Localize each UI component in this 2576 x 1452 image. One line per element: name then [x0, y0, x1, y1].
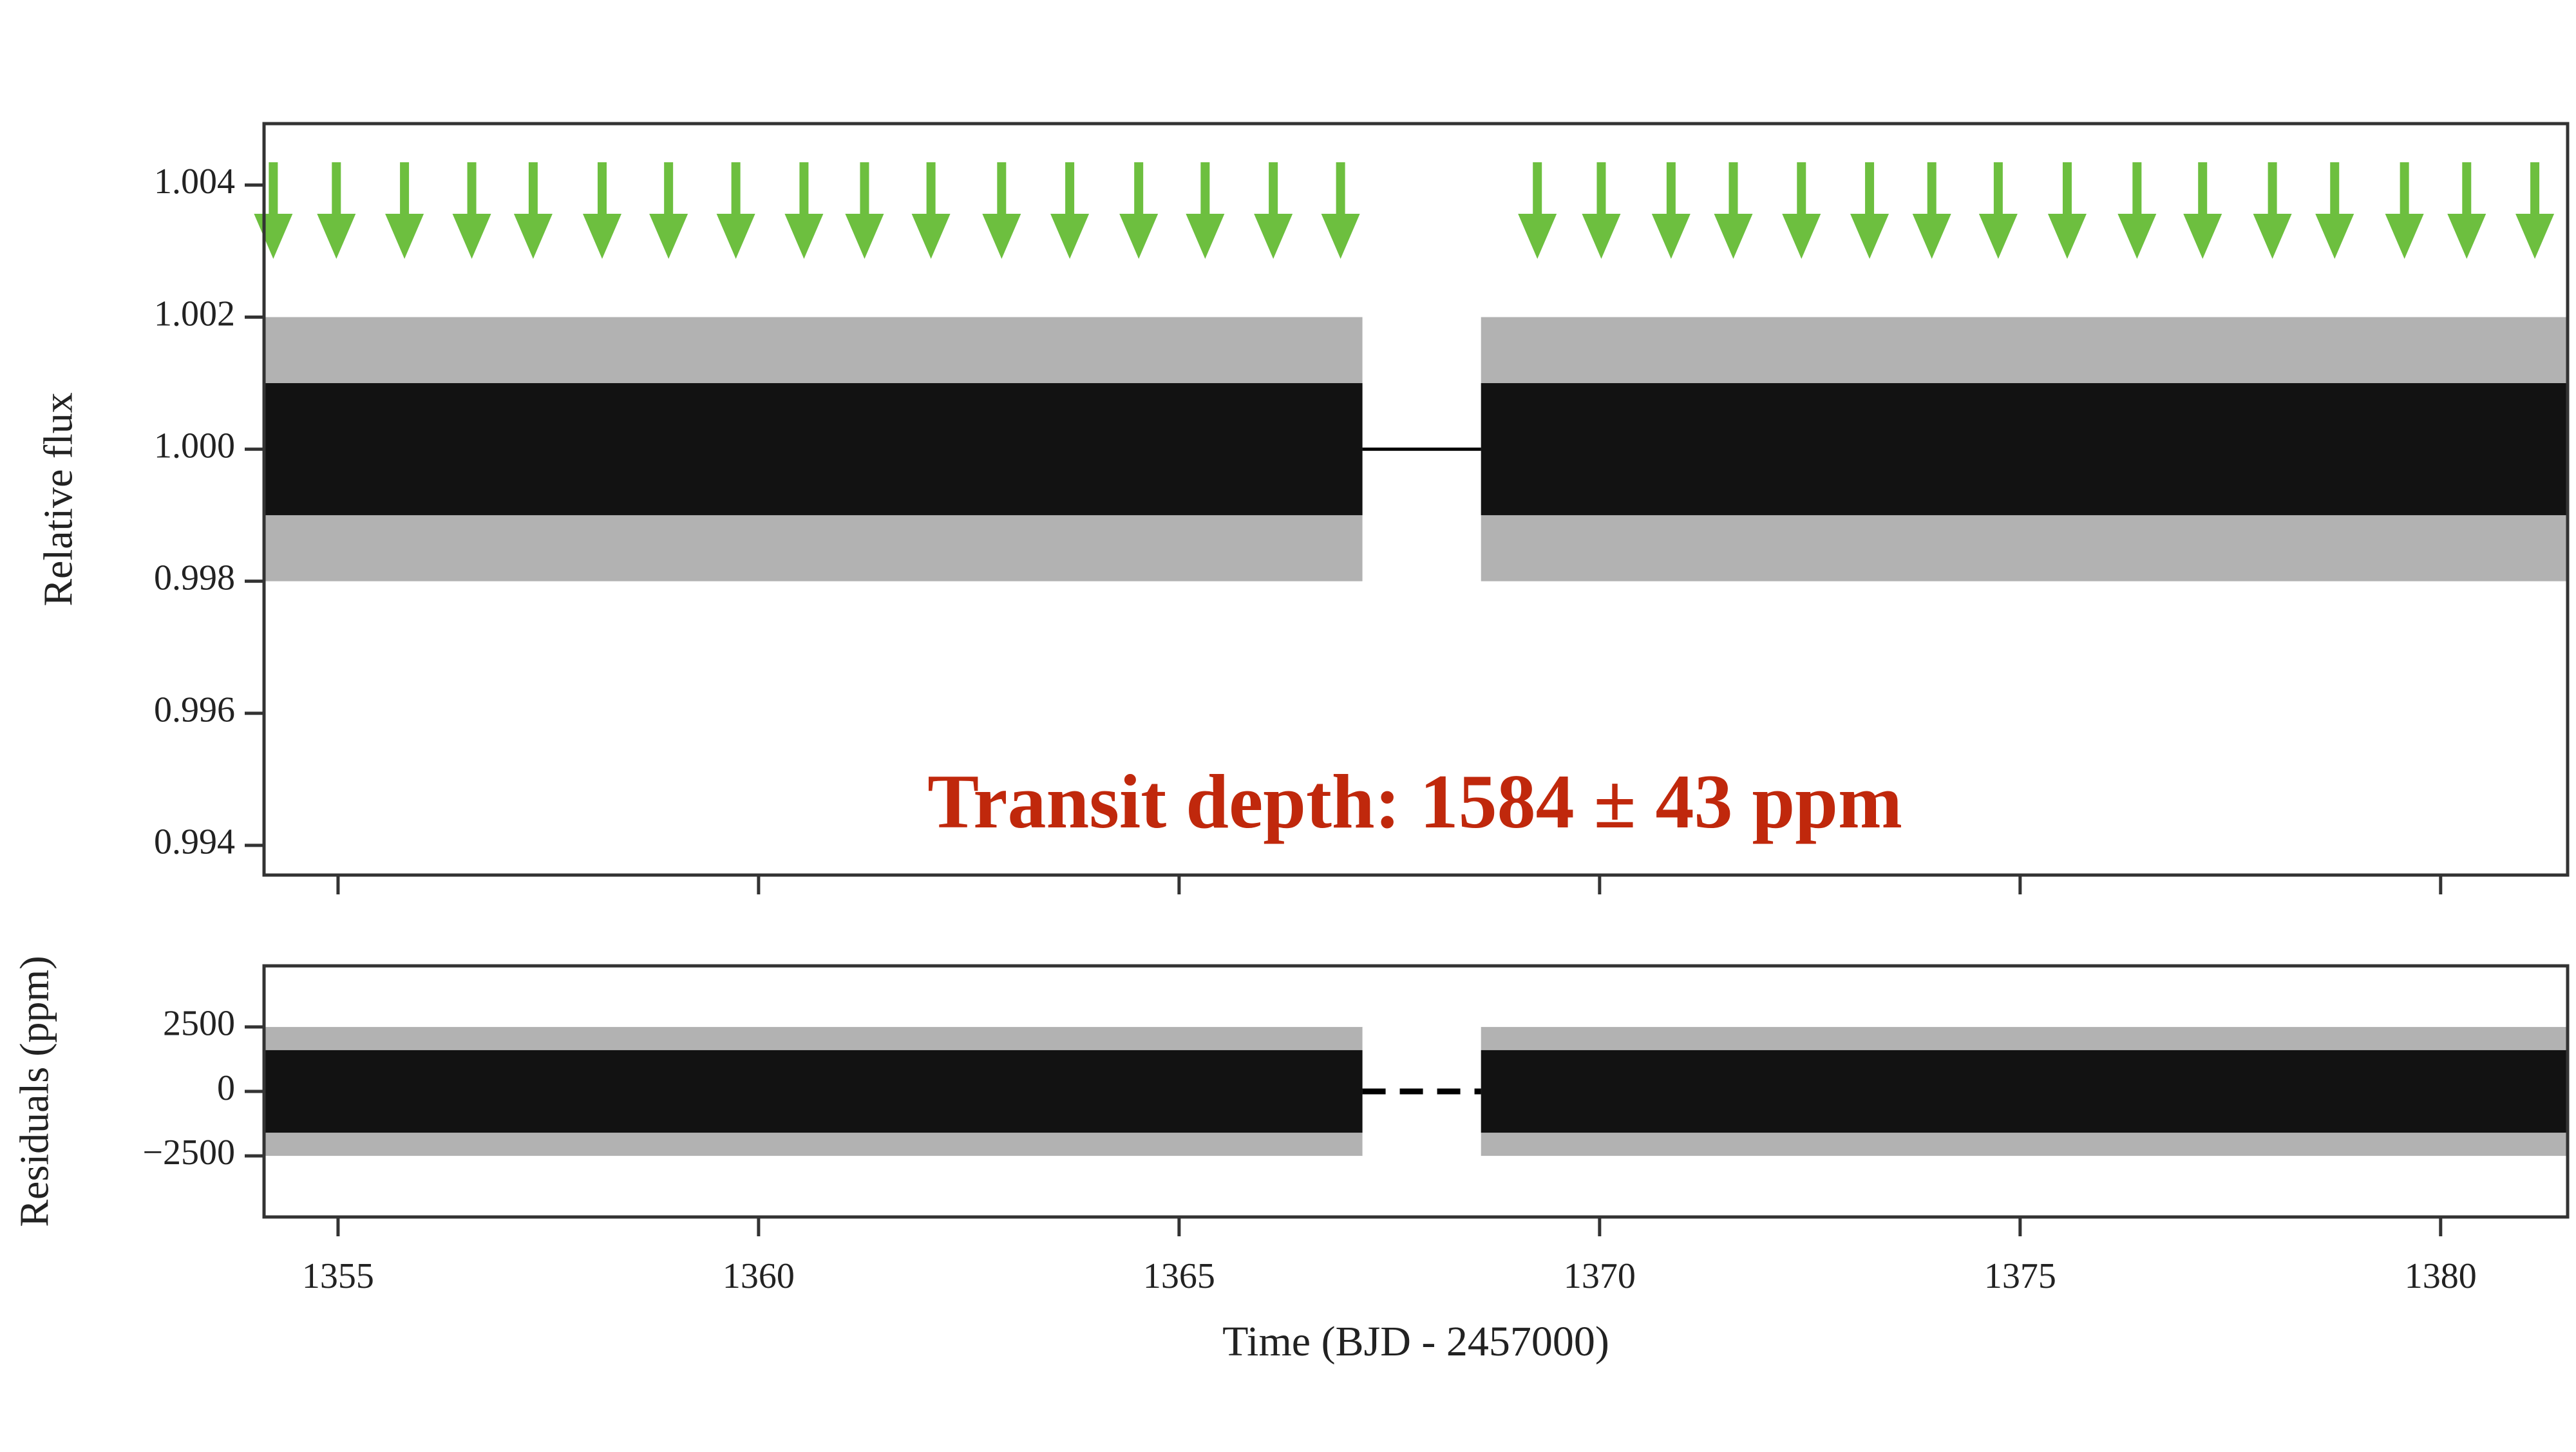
- y-tick-label: 0.994: [154, 822, 235, 862]
- plot-area: [264, 317, 2568, 581]
- transit-arrow: [1978, 162, 2018, 259]
- transit-arrow: [1050, 162, 1090, 259]
- y-axis-label: Residuals (ppm): [12, 956, 57, 1227]
- transit-arrow: [845, 162, 884, 259]
- transit-arrow: [2253, 162, 2292, 259]
- transit-arrow: [2315, 162, 2354, 259]
- transit-arrow: [1850, 162, 1889, 259]
- y-tick-label: −2500: [142, 1133, 235, 1173]
- transit-arrow: [1518, 162, 1557, 259]
- transit-arrow: [1582, 162, 1621, 259]
- x-tick-label: 1380: [2405, 1256, 2477, 1296]
- transit-arrow: [513, 162, 553, 259]
- x-tick-label: 1375: [1984, 1256, 2056, 1296]
- y-tick-label: 0: [217, 1068, 235, 1108]
- transit-arrow: [982, 162, 1021, 259]
- transit-arrow: [2047, 162, 2087, 259]
- transit-arrow: [2447, 162, 2486, 259]
- transit-arrow: [1782, 162, 1821, 259]
- transit-arrow: [911, 162, 951, 259]
- x-axis-label: Time (BJD - 2457000): [1222, 1318, 1609, 1365]
- y-tick-label: 1.004: [154, 162, 235, 202]
- transit-arrow: [1254, 162, 1293, 259]
- transit-arrow: [317, 162, 356, 259]
- y-tick-label: 1.002: [154, 294, 235, 334]
- y-tick-label: 0.998: [154, 558, 235, 598]
- transit-arrow: [2117, 162, 2157, 259]
- x-tick-label: 1355: [302, 1256, 374, 1296]
- x-tick-label: 1365: [1143, 1256, 1215, 1296]
- y-tick-label: 2500: [163, 1004, 235, 1044]
- transit-arrow: [385, 162, 424, 259]
- transit-arrow: [716, 162, 755, 259]
- transit-arrow: [2515, 162, 2555, 259]
- data-inner-band: [264, 383, 1363, 516]
- transit-arrow: [254, 162, 293, 259]
- transit-arrow: [2183, 162, 2222, 259]
- x-tick-label: 1370: [1564, 1256, 1636, 1296]
- transit-arrow: [1912, 162, 1951, 259]
- y-axis-label: Relative flux: [35, 392, 81, 606]
- data-inner-band: [1481, 383, 2568, 516]
- transit-arrow: [2385, 162, 2424, 259]
- transit-arrow: [784, 162, 824, 259]
- transit-arrow: [1186, 162, 1225, 259]
- x-tick-label: 1360: [723, 1256, 795, 1296]
- axes-frame: [262, 122, 2570, 877]
- annotation: Transit depth: 1584 ± 43 ppm: [927, 759, 1902, 844]
- transit-arrow: [1119, 162, 1159, 259]
- data-inner-band: [264, 1050, 1363, 1133]
- y-tick-label: 1.000: [154, 426, 235, 466]
- y-tick-label: 0.996: [154, 690, 235, 730]
- transit-arrow: [649, 162, 688, 259]
- transit-arrow: [1321, 162, 1360, 259]
- plot-area: [264, 1026, 2568, 1156]
- transit-arrow: [582, 162, 621, 259]
- transit-arrow: [1714, 162, 1753, 259]
- transit-arrow: [452, 162, 491, 259]
- transit-arrow: [1651, 162, 1690, 259]
- data-inner-band: [1481, 1050, 2568, 1133]
